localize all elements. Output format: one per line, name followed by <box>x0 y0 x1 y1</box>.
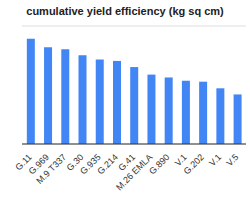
svg-text:G.41: G.41 <box>116 152 138 173</box>
svg-text:G.11: G.11 <box>13 152 34 173</box>
svg-text:G.30: G.30 <box>64 152 86 173</box>
svg-text:G.935: G.935 <box>78 152 103 177</box>
svg-text:G.214: G.214 <box>95 152 119 176</box>
svg-text:G.890: G.890 <box>147 152 171 176</box>
svg-text:V.1: V.1 <box>207 152 223 168</box>
svg-text:M.26 EMLA: M.26 EMLA <box>114 152 154 192</box>
svg-text:G.969: G.969 <box>26 152 51 177</box>
svg-text:V.1: V.1 <box>172 152 189 169</box>
svg-text:G.202: G.202 <box>182 152 206 176</box>
svg-text:M.9 T337: M.9 T337 <box>34 152 68 186</box>
svg-text:V.5: V.5 <box>224 152 240 168</box>
html-text:cumulative yield efficiency (k: cumulative yield efficiency (kg sq cm) <box>26 5 224 17</box>
